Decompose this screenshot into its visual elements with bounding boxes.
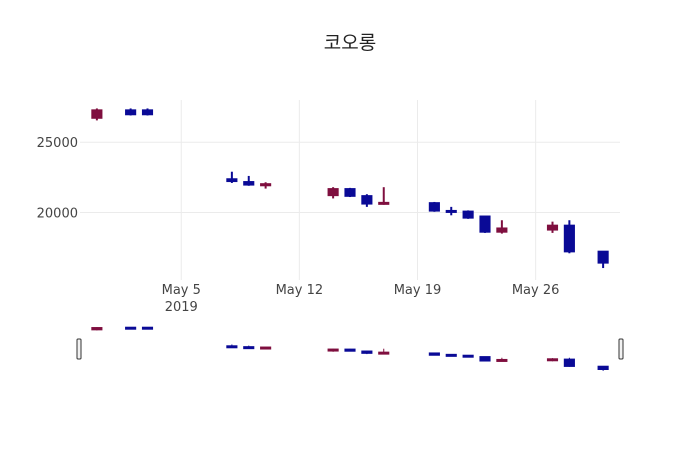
range-slider-left-handle[interactable] (76, 338, 82, 360)
slider-candle (378, 348, 390, 355)
slider-candle (546, 358, 559, 362)
slider-candle-body (226, 345, 238, 349)
slider-candle (428, 352, 440, 356)
x-tick-sublabel: 2019 (165, 300, 198, 315)
slider-candle-body (546, 358, 559, 362)
slider-candle (327, 348, 339, 352)
slider-candle (260, 346, 272, 350)
slider-candle-body (141, 326, 154, 330)
slider-candle-body (563, 358, 575, 367)
slider-candle-body (479, 356, 491, 362)
slider-candle (496, 357, 508, 362)
candles (91, 108, 609, 269)
range-slider (76, 326, 624, 371)
candle (125, 108, 137, 116)
candle-body (91, 109, 103, 119)
slider-candle-body (327, 348, 339, 352)
candle-body (462, 210, 474, 219)
slider-candle (344, 348, 356, 352)
candle-body (496, 227, 508, 233)
slider-candle-body (445, 353, 457, 357)
y-axis: 20000 25000 (37, 136, 78, 221)
candle-body (260, 183, 272, 187)
candle-body (125, 109, 137, 116)
x-tick-label: May 5 (162, 283, 201, 298)
candle (243, 175, 255, 186)
slider-candle-body (243, 346, 255, 350)
slider-candle (243, 345, 255, 350)
candle (428, 201, 440, 212)
candle (597, 250, 609, 269)
slider-candle (91, 327, 103, 331)
slider-candle-body (496, 358, 508, 362)
slider-candle-body (125, 326, 137, 330)
candle-body (327, 188, 339, 197)
candle-body (344, 188, 356, 197)
slider-candle (597, 365, 609, 371)
y-tick-label: 20000 (37, 207, 78, 222)
slider-candle (479, 356, 491, 362)
candle (496, 220, 508, 234)
slider-candle-body (344, 348, 356, 352)
candle-body (361, 195, 373, 205)
candle-body (546, 224, 559, 231)
slider-candle-body (378, 351, 390, 355)
candle-body (226, 178, 238, 183)
candle (378, 187, 390, 205)
candle-body (141, 109, 154, 116)
candle (260, 182, 272, 189)
candle (546, 221, 559, 233)
slider-candle (125, 326, 137, 330)
candle-body (563, 224, 575, 253)
candle (479, 215, 491, 233)
candle (344, 187, 356, 198)
slider-candle-body (462, 354, 474, 358)
x-tick-label: May 26 (512, 283, 560, 298)
range-slider-right-handle[interactable] (618, 338, 624, 360)
candle-body (378, 201, 390, 205)
candle-body (597, 250, 609, 264)
candle (91, 108, 103, 121)
slider-candle-body (428, 352, 440, 356)
x-tick-label: May 19 (394, 283, 442, 298)
slider-candle (445, 353, 457, 357)
slider-candle (462, 354, 474, 358)
candle-body (479, 215, 491, 233)
candle (327, 187, 339, 199)
slider-candle (361, 350, 373, 355)
candle (226, 171, 238, 183)
candle (462, 210, 474, 219)
candle (361, 194, 373, 207)
slider-candle (226, 344, 238, 349)
slider-candle (563, 357, 575, 367)
slider-candle-body (597, 365, 609, 370)
candle (141, 108, 154, 116)
slider-candle (141, 326, 154, 330)
candle-body (243, 181, 255, 186)
chart-title: 코오롱 (323, 32, 377, 54)
candle-body (445, 209, 457, 213)
candle-body (428, 202, 440, 212)
candle (445, 206, 457, 216)
x-tick-label: May 12 (276, 283, 324, 298)
x-axis: May 5 2019 May 12 May 19 May 26 (162, 283, 560, 315)
y-tick-label: 25000 (37, 136, 78, 151)
gridlines (80, 100, 620, 280)
candle (563, 220, 575, 254)
slider-candle-body (361, 350, 373, 354)
slider-candle-body (91, 327, 103, 331)
slider-candle-body (260, 346, 272, 350)
